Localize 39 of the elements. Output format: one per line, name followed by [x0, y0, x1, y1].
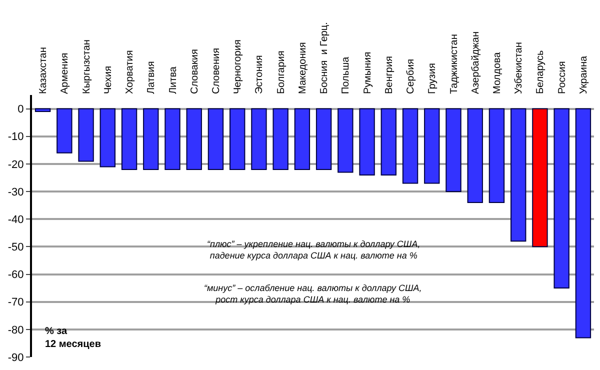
- x-tick-label: Латвия: [146, 61, 158, 94]
- x-tick-label: Хорватия: [124, 50, 136, 94]
- x-tick-label: Казахстан: [38, 47, 50, 94]
- x-tick-label: Сербия: [406, 58, 417, 94]
- x-tick-label: Азербайджан: [470, 31, 482, 94]
- x-tick-label: Литва: [168, 66, 179, 94]
- x-tick-label: Грузия: [427, 63, 438, 94]
- x-tick-label: Армения: [60, 52, 71, 94]
- x-tick-label: Болгария: [276, 50, 287, 94]
- annotation: % за 12 месяцев: [45, 326, 101, 350]
- annotation: “минус” – ослабление нац. валюты к доллару США, рост курса доллара США к нац. валюте на %: [204, 283, 422, 305]
- y-tick-label: -20: [8, 158, 24, 171]
- x-tick-label: Таджикистан: [448, 34, 460, 94]
- x-tick-label: Румыния: [362, 52, 374, 94]
- x-tick-label: Кыргызстан: [81, 40, 92, 94]
- y-tick-label: -90: [8, 352, 24, 364]
- x-tick-label: Македония: [297, 42, 308, 94]
- annotation: “плюс” – укрепление нац. валюты к доллару США, падение курса доллара США к нац. валюте на %: [207, 239, 420, 261]
- x-tick-label: Босния и Герц.: [319, 22, 330, 94]
- x-tick-label: Словакия: [189, 49, 200, 94]
- x-tick-label: Россия: [556, 61, 568, 94]
- x-tick-label: Беларусь: [535, 50, 546, 94]
- x-tick-label: Узбекистан: [514, 42, 525, 94]
- x-tick-label: Польша: [340, 56, 352, 94]
- y-tick-label: -10: [8, 131, 24, 144]
- x-tick-label: Словения: [210, 48, 222, 94]
- x-tick-label: Венгрия: [384, 56, 395, 94]
- x-tick-label: Эстония: [254, 55, 266, 94]
- x-tick-label: Черногория: [232, 40, 244, 94]
- y-tick-label: -80: [8, 324, 24, 336]
- x-tick-label: Молдова: [492, 52, 503, 94]
- y-tick-label: -70: [8, 296, 24, 309]
- y-tick-label: -30: [8, 186, 24, 198]
- y-tick-label: 0: [18, 104, 24, 116]
- y-tick-label: -40: [8, 214, 24, 226]
- y-tick-label: -60: [8, 269, 24, 282]
- y-tick-label: -50: [8, 242, 24, 254]
- x-tick-label: Чехия: [102, 66, 114, 94]
- x-tick-label: Украина: [578, 55, 590, 94]
